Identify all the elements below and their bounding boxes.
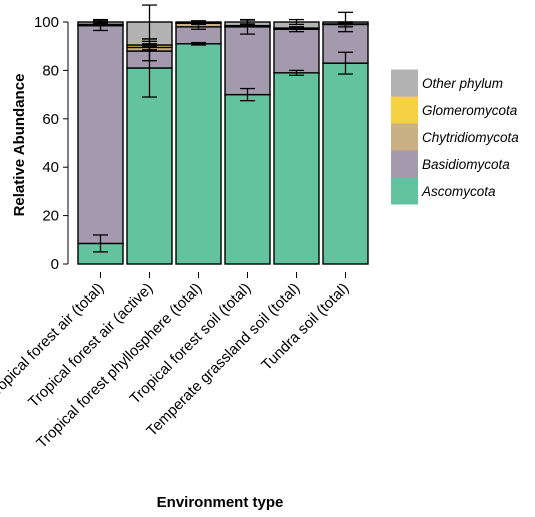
legend-swatch [391, 177, 418, 205]
y-tick-label: 80 [42, 62, 59, 79]
bar-segment [273, 72, 320, 265]
y-tick-label: 40 [42, 159, 59, 176]
y-tick-label: 60 [42, 111, 59, 128]
legend-label: Ascomycota [421, 184, 496, 199]
bar-segment [224, 26, 271, 96]
y-axis: 0 20 40 60 80 100 [34, 14, 69, 273]
legend-label: Basidiomycota [422, 157, 510, 172]
bar-segment [224, 93, 271, 265]
y-axis-title: Relative Abundance [11, 74, 28, 217]
bars-group [77, 21, 369, 265]
bar-segment [175, 43, 222, 265]
x-axis: Tropical forest air (total)Tropical fore… [0, 272, 352, 452]
y-tick-label: 20 [42, 208, 59, 225]
error-bars-group [93, 4, 353, 253]
legend-label: Glomeromycota [422, 103, 518, 118]
legend-swatch [391, 150, 418, 178]
x-axis-title: Environment type [157, 494, 284, 511]
legend-label: Other phylum [422, 76, 503, 91]
bar-segment [126, 67, 173, 265]
legend-label: Chytridiomycota [422, 130, 519, 145]
y-tick-label: 100 [34, 14, 59, 31]
legend-swatch [391, 123, 418, 151]
legend-swatch [391, 96, 418, 124]
legend: Other phylum Glomeromycota Chytridiomycota… [391, 69, 519, 205]
legend-swatch [391, 69, 418, 97]
y-tick-label: 0 [51, 256, 59, 273]
bar-segment [273, 28, 320, 74]
bar-segment [77, 24, 124, 245]
bar-segment [322, 62, 369, 265]
x-tick-label: Tundra soil (total) [258, 280, 352, 374]
